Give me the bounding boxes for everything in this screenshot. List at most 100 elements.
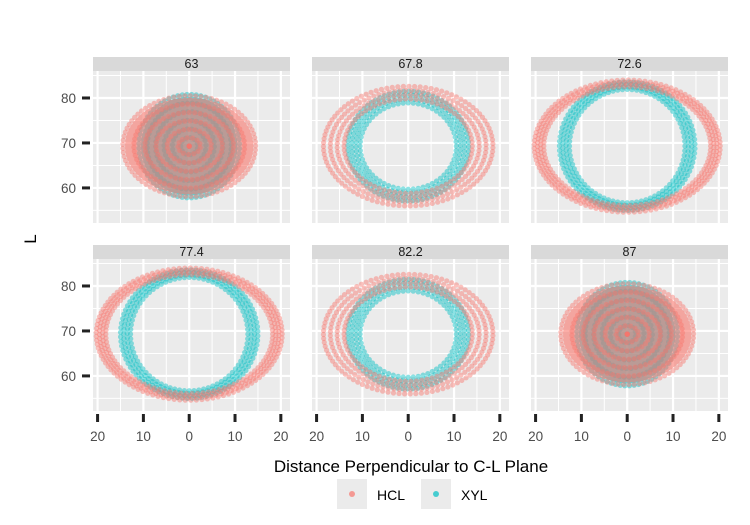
data-point-xyl [629,199,635,206]
data-point-xyl [567,178,573,184]
data-point-hcl [480,171,486,177]
data-point-xyl [370,108,377,114]
data-point-hcl [641,282,647,289]
data-point-xyl [354,341,360,347]
data-point-xyl [652,93,658,99]
data-point-hcl [225,386,231,392]
data-point-hcl [607,83,613,89]
facet-panel-82.2: 82.2 [312,245,509,411]
data-point-hcl [469,120,475,127]
data-point-xyl [398,378,405,384]
data-point-xyl [250,355,256,361]
data-point-hcl [713,136,720,143]
data-point-hcl [604,283,610,289]
data-point-hcl [588,204,594,210]
data-point-hcl [570,188,576,195]
data-point-xyl [618,202,625,208]
data-point-hcl [663,83,669,89]
data-point-hcl [381,187,387,193]
data-point-hcl [544,159,550,165]
data-point-hcl [435,387,441,393]
data-point-hcl [334,140,340,147]
data-point-xyl [628,202,634,208]
data-point-hcl [575,95,581,101]
data-point-hcl [239,380,245,386]
data-point-xyl [667,189,673,195]
data-point-xyl [354,135,360,141]
data-point-xyl [127,331,134,337]
series-xyl [345,88,472,204]
data-point-hcl [341,104,348,110]
x-tick-label: 10 [136,429,151,444]
data-point-hcl [226,383,232,389]
data-point-xyl [360,174,366,180]
data-point-hcl [269,335,276,341]
data-point-xyl [354,122,360,129]
data-point-xyl [441,172,447,178]
data-point-xyl [431,102,437,108]
panel-background [531,71,728,223]
data-point-hcl [345,108,351,114]
data-point-hcl [236,283,242,289]
data-point-hcl [482,149,489,156]
data-point-xyl [643,197,649,203]
data-point-xyl [376,99,383,105]
data-point-hcl [417,84,423,90]
data-point-hcl [386,188,393,194]
data-point-xyl [561,166,567,172]
data-point-xyl [132,296,138,302]
data-point-xyl [162,385,168,392]
data-point-hcl [247,378,253,384]
data-point-xyl [377,95,383,101]
data-point-xyl [437,299,443,305]
data-point-xyl [255,328,261,334]
data-point-xyl [130,357,137,363]
data-point-hcl [114,301,121,307]
data-point-xyl [138,373,144,379]
data-point-hcl [161,190,167,196]
data-point-xyl [176,270,182,276]
data-point-xyl [630,84,636,90]
data-point-hcl [378,86,385,92]
data-point-hcl [105,358,111,365]
data-point-hcl [151,277,157,283]
data-point-xyl [679,117,685,123]
data-point-hcl [151,272,158,278]
data-point-hcl [210,395,216,401]
data-point-xyl [593,190,599,197]
data-point-hcl [236,177,242,183]
data-point-hcl [275,311,281,318]
data-point-hcl [109,354,116,360]
data-point-xyl [247,341,253,347]
data-point-xyl [692,141,698,147]
data-point-xyl [213,384,220,390]
data-point-hcl [248,371,254,377]
data-point-hcl [489,137,496,143]
data-point-xyl [142,286,148,292]
data-point-hcl [204,266,210,272]
data-point-xyl [381,368,387,375]
data-point-xyl [614,82,620,88]
data-point-xyl [462,161,468,168]
data-point-hcl [610,84,616,91]
data-point-xyl [194,395,200,401]
data-point-cluster-hcl [563,285,692,383]
data-point-xyl [221,275,227,282]
data-point-hcl [455,113,461,120]
data-point-hcl [363,91,369,97]
data-point-xyl [166,190,172,196]
data-point-xyl [568,129,574,135]
data-point-hcl [213,97,220,103]
data-point-hcl [161,96,167,103]
data-point-hcl [193,193,199,199]
data-point-xyl [182,272,188,278]
data-point-hcl [543,170,549,177]
data-point-xyl [122,345,129,351]
data-point-xyl [356,118,362,124]
data-point-xyl [613,204,619,210]
data-point-hcl [577,86,584,92]
data-point-hcl [538,168,544,174]
data-point-xyl [369,302,376,308]
data-point-xyl [562,159,568,165]
data-point-xyl [392,97,398,104]
